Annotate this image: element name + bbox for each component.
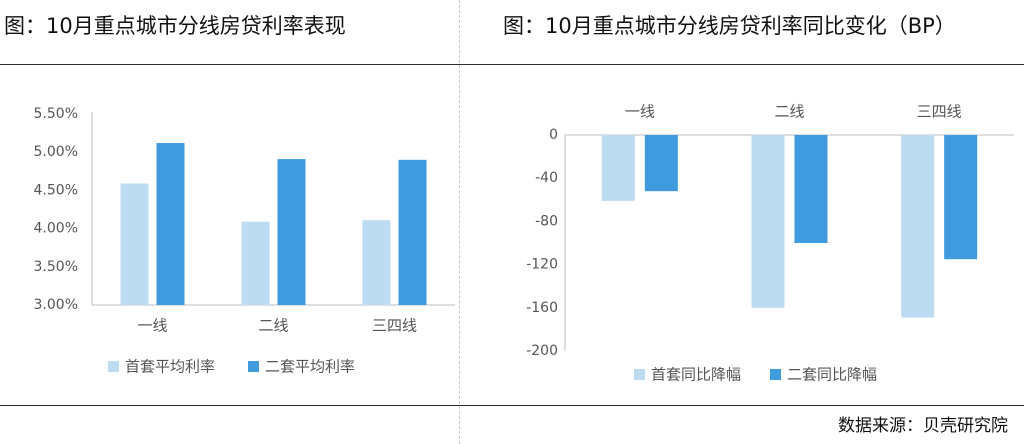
legend-swatch-1 bbox=[248, 361, 259, 372]
legend-label-1: 二套平均利率 bbox=[265, 358, 355, 376]
x-tick-label: 三四线 bbox=[372, 317, 417, 335]
bar-second-1 bbox=[794, 135, 828, 243]
top-rule bbox=[0, 64, 1024, 65]
y-tick-label: -200 bbox=[526, 343, 558, 359]
bar-first-0 bbox=[120, 183, 149, 305]
y-tick-label: 3.50% bbox=[34, 259, 78, 275]
legend-swatch-0 bbox=[108, 361, 119, 372]
x-tick-label: 一线 bbox=[137, 317, 167, 335]
x-tick-label: 一线 bbox=[625, 103, 655, 121]
left-chart-title: 图：10月重点城市分线房贷利率表现 bbox=[4, 14, 346, 38]
bar-first-2 bbox=[362, 220, 391, 305]
legend-swatch-0 bbox=[634, 369, 645, 380]
y-tick-label: -160 bbox=[526, 300, 558, 316]
legend-label-1: 二套同比降幅 bbox=[787, 366, 877, 384]
bar-first-1 bbox=[751, 135, 785, 308]
bar-first-2 bbox=[901, 135, 935, 318]
y-tick-label: 5.00% bbox=[34, 144, 78, 160]
y-tick-label: -80 bbox=[535, 213, 558, 229]
y-tick-label: 0 bbox=[549, 127, 558, 143]
legend-label-0: 首套平均利率 bbox=[125, 358, 215, 376]
bar-second-0 bbox=[644, 135, 678, 192]
y-tick-label: -120 bbox=[526, 257, 558, 273]
legend-swatch-1 bbox=[770, 369, 781, 380]
x-tick-label: 二线 bbox=[258, 317, 288, 335]
bar-second-1 bbox=[277, 159, 306, 305]
bar-first-1 bbox=[241, 221, 270, 305]
bar-first-0 bbox=[601, 135, 635, 201]
data-source: 数据来源：贝壳研究院 bbox=[838, 416, 1008, 436]
x-tick-label: 三四线 bbox=[917, 103, 962, 121]
legend-label-0: 首套同比降幅 bbox=[651, 366, 741, 384]
bar-second-2 bbox=[944, 135, 978, 260]
x-tick-label: 二线 bbox=[774, 103, 804, 121]
y-tick-label: 4.50% bbox=[34, 182, 78, 198]
y-tick-label: 3.00% bbox=[34, 297, 78, 313]
y-tick-label: 5.50% bbox=[34, 106, 78, 122]
panel-separator bbox=[459, 0, 460, 444]
bar-second-0 bbox=[156, 143, 185, 305]
y-tick-label: 4.00% bbox=[34, 221, 78, 237]
bar-second-2 bbox=[398, 159, 427, 305]
bottom-rule bbox=[0, 405, 1024, 406]
right-chart-title: 图：10月重点城市分线房贷利率同比变化（BP） bbox=[503, 14, 956, 38]
rate-chart: 5.50% 5.00% 4.50% 4.00% 3.50% 3.00% 一线 二线 三四线首套平… bbox=[34, 106, 455, 376]
y-tick-label: -40 bbox=[535, 170, 558, 186]
